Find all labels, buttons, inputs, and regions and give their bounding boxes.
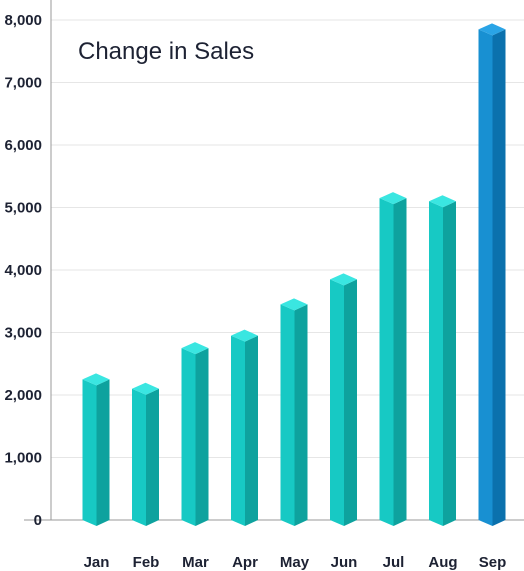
x-tick-label: Jun	[331, 554, 358, 571]
bar-top-face	[429, 195, 456, 208]
x-axis-ticks: Jan Feb Mar Apr May Jun Jul Aug Sep	[84, 554, 507, 571]
bar-top-face	[478, 23, 506, 36]
bar-aug	[429, 195, 456, 526]
x-tick-label: May	[280, 554, 310, 571]
bar-top-face	[132, 382, 159, 395]
x-tick-label: Aug	[428, 554, 457, 571]
bar-side-face	[393, 198, 407, 526]
bar-jan	[82, 373, 110, 526]
gridlines	[24, 0, 524, 521]
y-axis-ticks: 0 1,000 2,000 3,000 4,000 5,000 6,000 7,000 8,00…	[4, 12, 42, 529]
y-tick-label: 4,000	[4, 262, 42, 279]
bar-side-face	[294, 304, 308, 526]
bar-side-face	[492, 29, 506, 526]
bar-front-face	[478, 29, 493, 526]
bar-top-face	[379, 192, 407, 205]
bar-front-face	[429, 201, 443, 526]
x-tick-label: Sep	[479, 554, 507, 571]
bar-may	[280, 298, 308, 526]
x-tick-label: Jan	[84, 554, 110, 571]
bar-apr	[231, 329, 258, 526]
bar-side-face	[344, 279, 357, 526]
bar-side-face	[443, 201, 456, 526]
y-tick-label: 1,000	[4, 450, 42, 467]
bar-front-face	[280, 304, 295, 526]
y-tick-label: 2,000	[4, 387, 42, 404]
bar-front-face	[379, 198, 394, 526]
bar-top-face	[280, 298, 308, 311]
y-tick-label: 8,000	[4, 12, 42, 29]
bar-jul	[379, 192, 407, 526]
y-tick-label: 0	[34, 512, 42, 529]
x-tick-label: Jul	[383, 554, 405, 571]
bar-side-face	[245, 335, 258, 526]
bar-feb	[132, 382, 159, 526]
y-tick-label: 6,000	[4, 137, 42, 154]
bar-front-face	[231, 335, 245, 526]
bar-top-face	[231, 329, 258, 342]
y-tick-label: 5,000	[4, 200, 42, 217]
x-tick-label: Mar	[182, 554, 209, 571]
bar-top-face	[181, 342, 209, 355]
bars	[82, 23, 506, 526]
bar-front-face	[330, 279, 344, 526]
bar-sep	[478, 23, 506, 526]
y-tick-label: 7,000	[4, 75, 42, 92]
y-tick-label: 3,000	[4, 325, 42, 342]
bar-side-face	[146, 388, 159, 526]
bar-front-face	[181, 348, 196, 526]
x-tick-label: Feb	[133, 554, 160, 571]
bar-jun	[330, 273, 357, 526]
bar-side-face	[195, 348, 209, 526]
x-tick-label: Apr	[232, 554, 258, 571]
bar-mar	[181, 342, 209, 526]
bar-side-face	[96, 379, 110, 526]
bar-top-face	[330, 273, 357, 286]
bar-top-face	[82, 373, 110, 386]
chart-title: Change in Sales	[78, 38, 254, 65]
bar-front-face	[132, 388, 146, 526]
bar-front-face	[82, 379, 97, 526]
